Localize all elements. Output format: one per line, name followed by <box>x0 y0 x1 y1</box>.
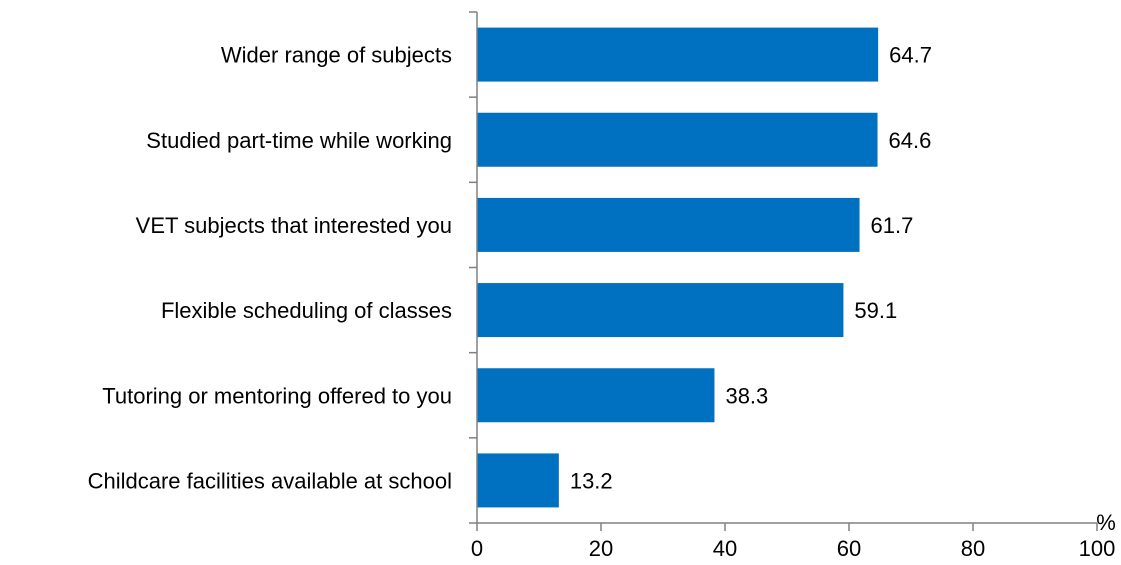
category-labels: Wider range of subjects Studied part-time… <box>88 43 452 494</box>
bar-5 <box>477 453 559 508</box>
bar-4 <box>477 368 715 423</box>
x-tick-label: 0 <box>471 536 483 561</box>
data-label: 59.1 <box>854 298 897 323</box>
data-label: 64.7 <box>889 43 932 68</box>
data-label: 38.3 <box>725 383 768 408</box>
category-label: Studied part-time while working <box>146 128 452 153</box>
tick-labels: 0 20 40 60 80 100 <box>471 536 1115 561</box>
category-label: Childcare facilities available at school <box>88 468 452 493</box>
x-tick-label: 60 <box>837 536 861 561</box>
bar-0 <box>477 27 879 82</box>
value-labels: 64.7 64.6 61.7 59.1 38.3 13.2 <box>570 43 932 494</box>
bar-1 <box>477 112 878 167</box>
x-tick-label: 100 <box>1079 536 1116 561</box>
category-label: Tutoring or mentoring offered to you <box>102 383 452 408</box>
bar-2 <box>477 197 860 252</box>
data-label: 13.2 <box>570 468 613 493</box>
category-label: Wider range of subjects <box>221 43 452 68</box>
x-tick-label: 40 <box>713 536 737 561</box>
data-label: 64.6 <box>889 128 932 153</box>
x-tick-label: 80 <box>961 536 985 561</box>
x-axis-unit-label: % <box>1096 510 1116 535</box>
bar-3 <box>477 283 844 338</box>
axes-group <box>469 11 1098 531</box>
x-tick-label: 20 <box>589 536 613 561</box>
bars-group <box>477 27 879 508</box>
data-label: 61.7 <box>871 213 914 238</box>
category-label: VET subjects that interested you <box>136 213 452 238</box>
category-label: Flexible scheduling of classes <box>161 298 452 323</box>
